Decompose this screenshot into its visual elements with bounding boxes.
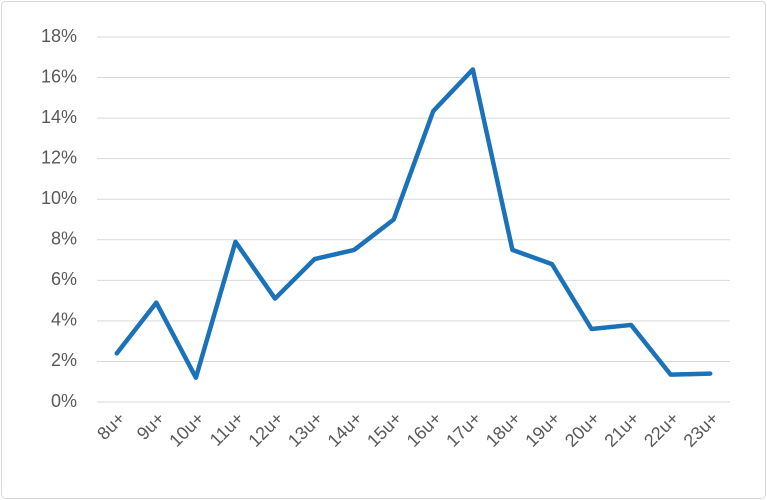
y-tick-label: 10%: [41, 188, 77, 208]
y-tick-label: 6%: [51, 269, 77, 289]
y-tick-label: 8%: [51, 229, 77, 249]
line-series: [114, 67, 713, 380]
y-tick-label: 2%: [51, 350, 77, 370]
y-tick-label: 0%: [51, 391, 77, 411]
y-tick-label: 14%: [41, 107, 77, 127]
y-tick-label: 12%: [41, 147, 77, 167]
y-tick-label: 4%: [51, 310, 77, 330]
y-tick-label: 16%: [41, 66, 77, 86]
y-tick-label: 18%: [41, 26, 77, 46]
